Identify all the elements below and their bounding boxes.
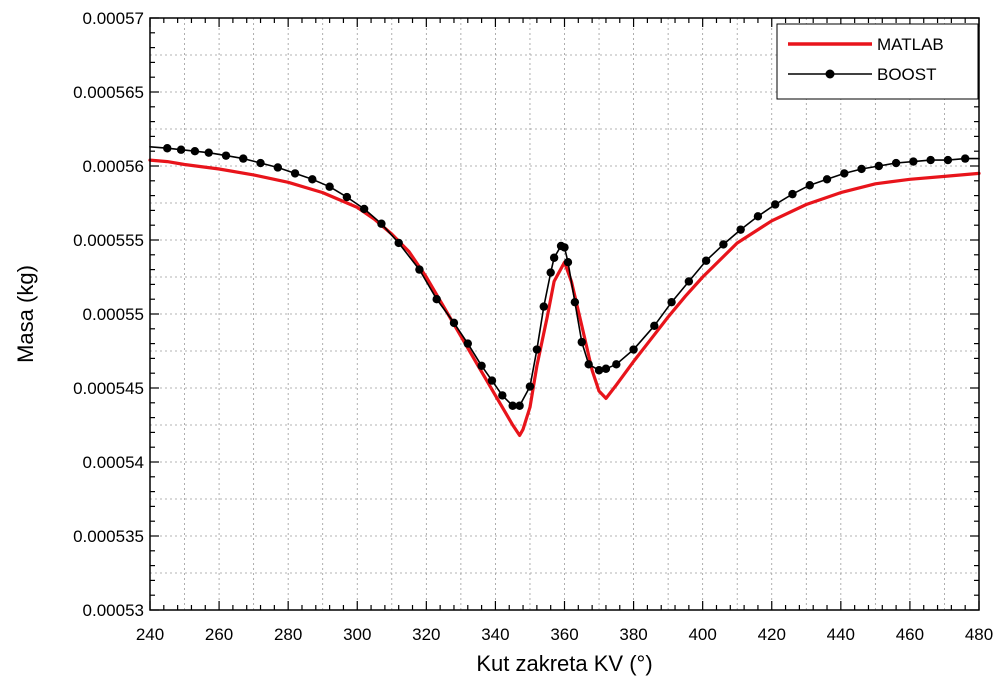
y-tick-label: 0.00057: [83, 9, 144, 28]
legend: MATLAB BOOST: [776, 23, 979, 100]
data-point-boost: [477, 361, 486, 370]
data-point-boost: [498, 391, 507, 400]
data-point-boost: [515, 401, 524, 410]
x-tick-label: 400: [688, 625, 716, 644]
data-point-boost: [771, 200, 780, 209]
legend-label-boost: BOOST: [877, 65, 937, 84]
data-point-boost: [546, 268, 555, 277]
x-tick-label: 340: [481, 625, 509, 644]
data-point-boost: [926, 155, 935, 165]
legend-marker-boost: [825, 69, 835, 79]
data-point-boost: [788, 189, 797, 199]
data-point-boost: [594, 366, 604, 375]
legend-label-matlab: MATLAB: [877, 35, 944, 54]
data-point-boost: [325, 182, 334, 191]
data-point-boost: [377, 219, 386, 228]
data-point-boost: [256, 158, 265, 168]
data-point-boost: [736, 225, 745, 234]
x-tick-label: 380: [619, 625, 647, 644]
data-point-boost: [204, 148, 213, 157]
data-point-boost: [960, 154, 970, 163]
data-point-boost: [701, 256, 711, 265]
data-point-boost: [943, 155, 953, 165]
data-point-boost: [684, 277, 694, 286]
data-point-boost: [570, 297, 580, 307]
plot-frame: [149, 17, 980, 611]
data-point-boost: [719, 240, 728, 249]
y-tick-label: 0.000555: [73, 231, 144, 250]
data-point-boost: [549, 253, 559, 262]
data-point-boost: [612, 360, 621, 369]
data-point-boost: [525, 382, 535, 391]
y-tick-label: 0.00055: [83, 305, 144, 324]
data-point-boost: [857, 164, 866, 174]
y-tick-label: 0.000535: [73, 527, 144, 546]
data-point-boost: [584, 360, 593, 369]
data-point-boost: [822, 175, 832, 184]
data-point-boost: [532, 345, 542, 354]
data-point-boost: [563, 258, 573, 267]
data-point-boost: [601, 364, 611, 373]
legend-box: [776, 23, 979, 100]
y-axis-title: Masa (kg): [13, 265, 38, 363]
data-point-boost: [290, 169, 300, 178]
data-point-boost: [176, 145, 186, 154]
data-point-boost: [560, 243, 569, 252]
series-group: [148, 144, 981, 437]
grid: [150, 18, 979, 610]
data-point-boost: [753, 212, 763, 221]
tick-labels: 240 260 280 300 320 340 360 380 400 420 440 460 480 0…: [73, 9, 993, 644]
y-tick-label: 0.000565: [73, 83, 144, 102]
data-point-boost: [273, 163, 283, 172]
data-point-boost: [221, 151, 231, 160]
y-tick-label: 0.00056: [83, 157, 144, 176]
data-point-boost: [909, 157, 918, 166]
data-point-boost: [432, 295, 441, 304]
x-tick-label: 440: [827, 625, 855, 644]
data-point-boost: [508, 401, 517, 410]
data-point-boost: [308, 175, 317, 184]
data-point-boost: [874, 161, 884, 171]
data-point-boost: [394, 238, 403, 248]
data-point-boost: [629, 345, 638, 354]
data-point-boost: [487, 376, 497, 385]
x-tick-label: 300: [343, 625, 371, 644]
x-axis-title: Kut zakreta KV (°): [476, 651, 652, 676]
y-tick-label: 0.00054: [83, 453, 144, 472]
data-point-boost: [539, 302, 548, 311]
data-point-boost: [805, 181, 814, 190]
x-tick-label: 240: [136, 625, 164, 644]
data-point-boost: [577, 337, 586, 347]
x-tick-label: 360: [550, 625, 578, 644]
x-tick-label: 420: [758, 625, 786, 644]
x-tick-label: 280: [274, 625, 302, 644]
x-tick-label: 320: [412, 625, 440, 644]
data-point-boost: [190, 147, 200, 156]
data-point-boost: [891, 158, 901, 168]
y-tick-label: 0.000545: [73, 379, 144, 398]
data-point-boost: [359, 204, 369, 214]
x-tick-label: 480: [965, 625, 993, 644]
data-point-boost: [415, 265, 424, 274]
data-point-boost: [840, 169, 849, 178]
y-tick-label: 0.00053: [83, 601, 144, 620]
data-point-boost: [342, 192, 352, 202]
data-point-boost: [650, 321, 659, 331]
data-point-boost: [163, 144, 172, 153]
data-point-boost: [239, 154, 248, 163]
x-tick-label: 460: [896, 625, 924, 644]
data-point-boost: [449, 318, 459, 328]
data-point-boost: [463, 339, 472, 348]
x-tick-label: 260: [205, 625, 233, 644]
data-point-boost: [667, 297, 676, 307]
